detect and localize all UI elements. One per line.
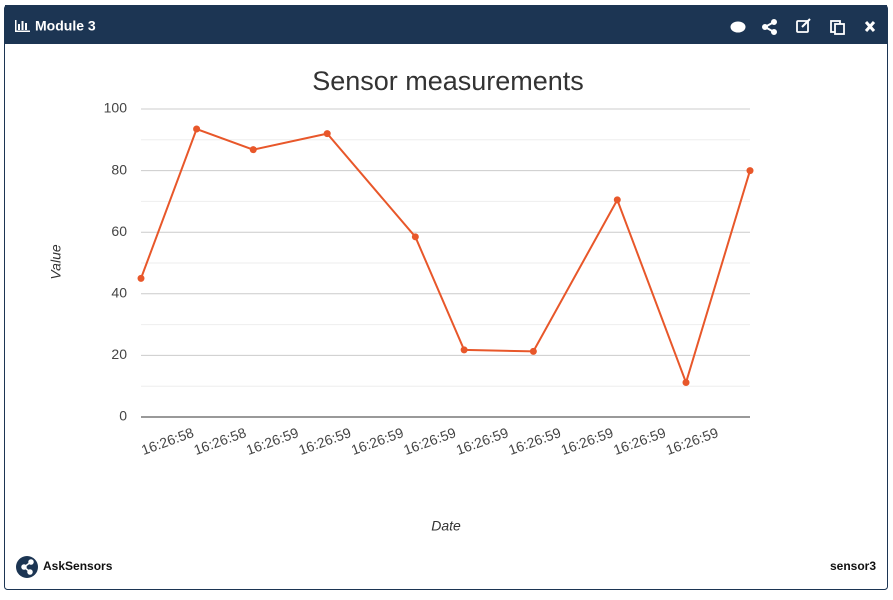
data-point (411, 233, 419, 241)
data-point (746, 167, 754, 175)
data-point (460, 346, 468, 354)
brand-logo (16, 556, 38, 578)
device-name: sensor3 (830, 559, 876, 573)
edit-button[interactable] (796, 18, 811, 33)
header-actions (730, 18, 876, 35)
y-tick-label: 40 (111, 285, 127, 301)
x-axis-label: Date (431, 518, 461, 534)
module-icon (15, 20, 30, 32)
data-point (613, 196, 621, 204)
y-tick-label: 80 (111, 161, 127, 177)
download-button[interactable] (730, 21, 746, 33)
data-point (323, 130, 331, 138)
header-bar (5, 5, 887, 44)
module-title: Module 3 (35, 18, 96, 34)
brand-name: AskSensors (43, 559, 113, 573)
brand-logo-mark (21, 559, 34, 575)
data-point (529, 347, 537, 355)
y-tick-label: 100 (104, 100, 128, 116)
data-point (193, 125, 201, 133)
data-point (249, 146, 257, 154)
share-button[interactable] (762, 19, 777, 35)
copy-button[interactable] (830, 20, 845, 35)
y-axis-label: Value (48, 244, 64, 280)
close-button[interactable] (864, 21, 876, 32)
y-tick-label: 60 (111, 223, 127, 239)
y-tick-label: 20 (111, 346, 127, 362)
data-point (682, 379, 690, 387)
y-tick-label: 0 (119, 408, 127, 424)
chart-title: Sensor measurements (312, 66, 584, 96)
data-point (137, 274, 145, 282)
series-line (140, 127, 751, 386)
